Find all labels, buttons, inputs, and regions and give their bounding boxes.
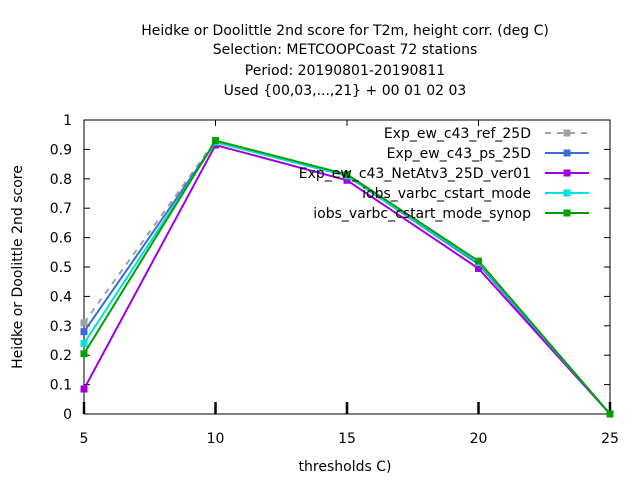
y-tick-label: 0.4: [50, 289, 72, 305]
x-axis-label: thresholds C): [299, 459, 392, 475]
chart-title: Heidke or Doolittle 2nd score for T2m, h…: [141, 23, 549, 99]
data-point: [343, 176, 351, 184]
data-point: [80, 328, 88, 336]
data-point: [80, 385, 88, 393]
y-tick-label: 0.7: [50, 201, 72, 217]
data-point: [606, 410, 614, 418]
y-tick-label: 0.6: [50, 231, 72, 247]
y-tick-label: 1: [63, 113, 72, 129]
data-point: [475, 264, 482, 272]
x-tick-label: 15: [338, 431, 356, 447]
legend-marker: [563, 149, 571, 157]
plot-area-border: [83, 119, 611, 415]
x-tick-label: 20: [470, 431, 488, 447]
data-point: [475, 257, 482, 265]
legend-marker: [563, 209, 571, 217]
legend-item: Exp_ew_c43_ps_25D: [387, 146, 589, 162]
y-tick-label: 0.9: [50, 142, 72, 158]
y-tick-label: 0.5: [50, 260, 72, 276]
title-line-1: Heidke or Doolittle 2nd score for T2m, h…: [141, 23, 549, 39]
legend-label: iobs_varbc_cstart_mode: [362, 186, 531, 202]
y-tick-label: 0.3: [50, 319, 72, 335]
legend-label: Exp_ew_c43_ps_25D: [387, 146, 531, 162]
data-point: [80, 319, 88, 327]
series-5: [80, 137, 614, 418]
y-tick-label: 0.2: [50, 348, 72, 364]
series-layer: [80, 137, 614, 418]
legend-marker: [563, 189, 571, 197]
y-tick-label: 0: [63, 407, 72, 423]
x-tick-label: 10: [207, 431, 225, 447]
title-line-2: Selection: METCOOPCoast 72 stations: [213, 42, 478, 58]
legend-label: Exp_ew_c43_NetAtv3_25D_ver01: [299, 166, 531, 182]
series-3: [80, 141, 614, 418]
legend-label: Exp_ew_c43_ref_25D: [384, 126, 531, 142]
data-point: [80, 339, 88, 347]
data-point: [212, 137, 219, 145]
legend-item: iobs_varbc_cstart_mode: [362, 186, 589, 202]
y-axis-label: Heidke or Doolittle 2nd score: [10, 165, 26, 369]
legend-marker: [563, 169, 571, 177]
axes: 00.10.20.30.40.50.60.70.80.915 10 15 20 25: [50, 113, 619, 447]
legend-label: iobs_varbc_cstart_mode_synop: [313, 206, 531, 222]
legend-marker: [563, 129, 571, 137]
y-tick-label: 0.8: [50, 172, 72, 188]
title-line-3: Period: 20190801-20190811: [245, 63, 445, 79]
x-tick-label: 25: [601, 431, 619, 447]
legend: Exp_ew_c43_ref_25D Exp_ew_c43_ps_25D Exp_e…: [299, 126, 589, 222]
legend-item: iobs_varbc_cstart_mode_synop: [313, 206, 589, 222]
legend-item: Exp_ew_c43_ref_25D: [384, 126, 589, 142]
y-tick-label: 0.1: [50, 378, 72, 394]
x-tick-label: 5: [80, 431, 89, 447]
series-line: [83, 143, 611, 415]
data-point: [343, 170, 351, 178]
data-point: [80, 350, 88, 358]
title-line-4: Used {00,03,...,21} + 00 01 02 03: [224, 83, 467, 99]
legend-item: Exp_ew_c43_NetAtv3_25D_ver01: [299, 166, 589, 182]
